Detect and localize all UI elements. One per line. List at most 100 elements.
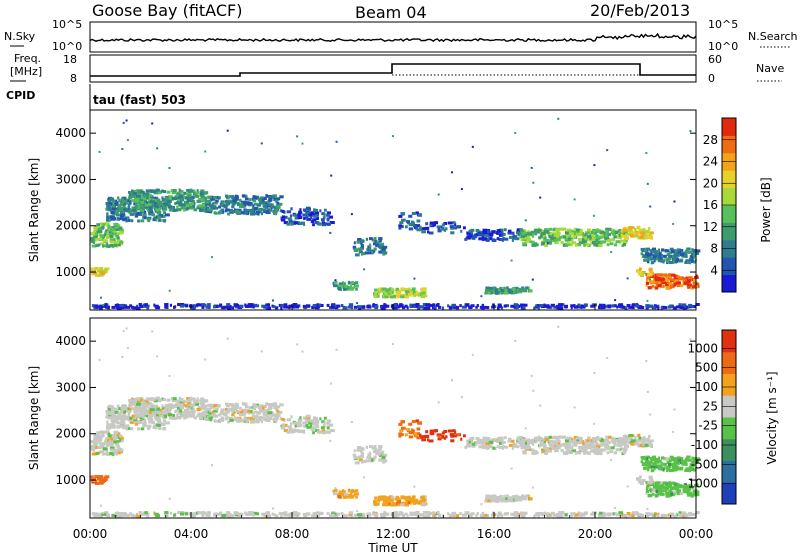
power-echo xyxy=(292,305,296,309)
velocity-echo xyxy=(361,460,364,464)
power-echo xyxy=(436,303,440,306)
power-echo xyxy=(358,250,363,254)
power-echo xyxy=(556,306,560,310)
velocity-echo xyxy=(410,499,413,503)
velocity-echo xyxy=(502,445,505,449)
power-echo xyxy=(670,278,675,282)
power-echo xyxy=(599,244,603,248)
velocity-echo xyxy=(641,444,646,448)
power-echo xyxy=(592,214,595,217)
velocity-echo xyxy=(513,497,516,501)
velocity-echo xyxy=(401,433,404,437)
velocity-echo xyxy=(244,511,247,515)
power-echo xyxy=(534,232,537,236)
power-echo xyxy=(156,201,160,205)
power-echo xyxy=(260,212,263,216)
power-echo xyxy=(564,305,568,309)
power-echo xyxy=(595,241,600,245)
power-echo xyxy=(393,303,397,307)
velocity-echo xyxy=(578,449,583,453)
velocity-echo xyxy=(389,496,395,500)
velocity-echo xyxy=(92,512,97,516)
velocity-echo xyxy=(182,402,185,406)
power-echo xyxy=(234,303,240,307)
velocity-echo xyxy=(404,512,408,516)
power-echo xyxy=(676,275,680,279)
power-echo xyxy=(443,228,446,232)
velocity-echo xyxy=(327,431,330,434)
power-echo xyxy=(402,306,406,310)
power-echo xyxy=(613,304,616,308)
velocity-echo xyxy=(308,421,313,425)
power-echo xyxy=(369,237,373,241)
velocity-echo xyxy=(626,512,631,515)
velocity-echo xyxy=(121,414,127,418)
power-echo xyxy=(192,199,195,203)
nsky-right-tick-top: 10^5 xyxy=(708,18,738,31)
velocity-echo xyxy=(655,490,659,493)
velocity-echo xyxy=(112,407,116,411)
velocity-echo xyxy=(333,492,338,496)
freq-left-tick-bottom: 8 xyxy=(70,72,77,85)
power-echo xyxy=(374,291,377,295)
velocity-echo xyxy=(381,450,385,454)
power-echo xyxy=(528,289,533,293)
power-echo xyxy=(422,227,426,231)
nsearch-label: N.Search xyxy=(748,30,798,43)
power-echo xyxy=(622,228,627,232)
power-echo xyxy=(346,287,349,291)
velocity-echo xyxy=(307,512,311,516)
velocity-echo xyxy=(105,415,109,419)
power-echo xyxy=(640,306,645,309)
power-echo xyxy=(223,205,226,209)
velocity-echo xyxy=(115,417,121,421)
velocity-echo xyxy=(109,405,114,409)
power-echo xyxy=(494,289,498,293)
velocity-echo xyxy=(90,447,95,451)
velocity-echo xyxy=(149,408,155,412)
velocity-echo xyxy=(192,514,196,518)
velocity-echo xyxy=(500,499,503,503)
power-echo xyxy=(142,303,145,307)
power-echo xyxy=(240,200,246,204)
power-echo xyxy=(139,203,142,207)
power-echo xyxy=(161,198,165,202)
power-echo xyxy=(114,232,120,236)
power-echo xyxy=(329,231,332,234)
power-echo xyxy=(530,240,535,244)
power-echo xyxy=(512,287,516,291)
power-echo xyxy=(654,273,658,277)
velocity-echo xyxy=(119,439,124,443)
power-echo xyxy=(400,212,405,216)
velocity-echo xyxy=(410,497,416,501)
velocity-echo xyxy=(655,513,659,517)
velocity-echo xyxy=(225,410,231,414)
power-echo xyxy=(115,228,118,232)
velocity-echo xyxy=(662,462,667,466)
velocity-echo xyxy=(120,514,125,518)
velocity-echo xyxy=(220,416,224,420)
power-echo xyxy=(554,241,559,245)
power-echo xyxy=(655,305,659,309)
velocity-echo xyxy=(185,410,189,414)
velocity-echo xyxy=(300,429,305,433)
power-echo xyxy=(102,239,108,243)
power-echo xyxy=(617,236,623,240)
velocity-echo xyxy=(178,397,182,401)
velocity-echo xyxy=(314,416,319,420)
power-echo xyxy=(582,240,587,244)
velocity-echo xyxy=(111,415,117,419)
velocity-echo xyxy=(676,466,680,469)
power-echo xyxy=(449,225,455,229)
power-echo xyxy=(116,196,120,200)
power-echo xyxy=(99,222,104,226)
power-echo xyxy=(579,230,582,234)
power-echo xyxy=(572,235,577,238)
power-echo xyxy=(125,305,131,309)
power-echo xyxy=(334,280,338,284)
power-echo xyxy=(259,200,264,204)
power-echo xyxy=(116,306,122,310)
velocity-echo xyxy=(208,416,213,420)
power-echo xyxy=(488,289,494,293)
